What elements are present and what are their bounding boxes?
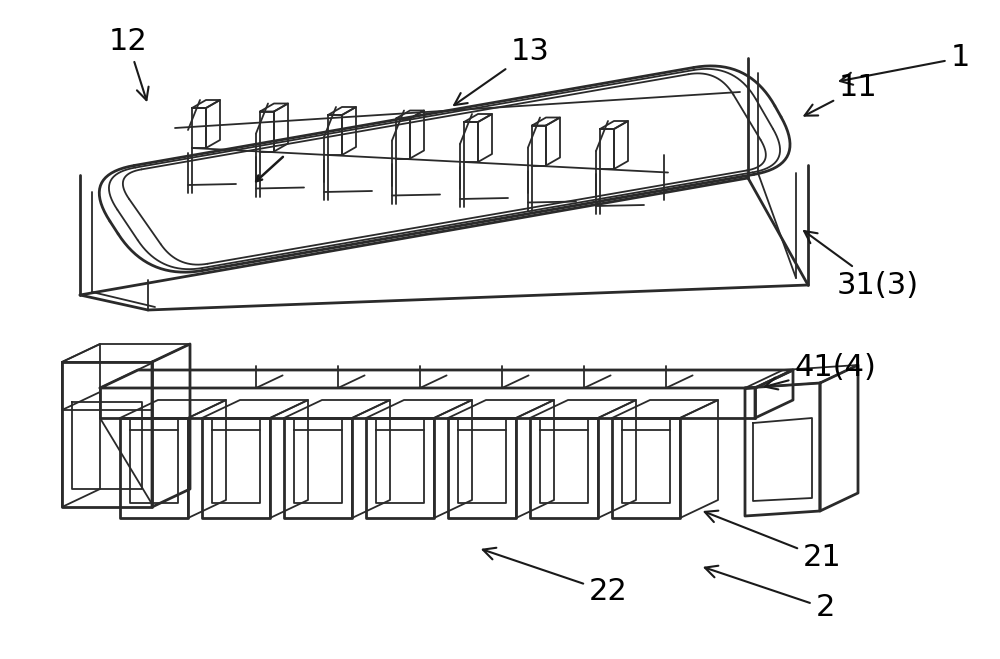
Text: 22: 22 (483, 548, 627, 606)
Text: 13: 13 (454, 38, 549, 105)
Text: 2: 2 (705, 565, 835, 623)
Text: 11: 11 (805, 74, 877, 116)
Text: 41(4): 41(4) (765, 353, 876, 389)
Text: 21: 21 (705, 511, 841, 573)
Text: 12: 12 (109, 28, 149, 100)
Text: 1: 1 (840, 43, 970, 85)
Text: 31(3): 31(3) (804, 231, 919, 299)
